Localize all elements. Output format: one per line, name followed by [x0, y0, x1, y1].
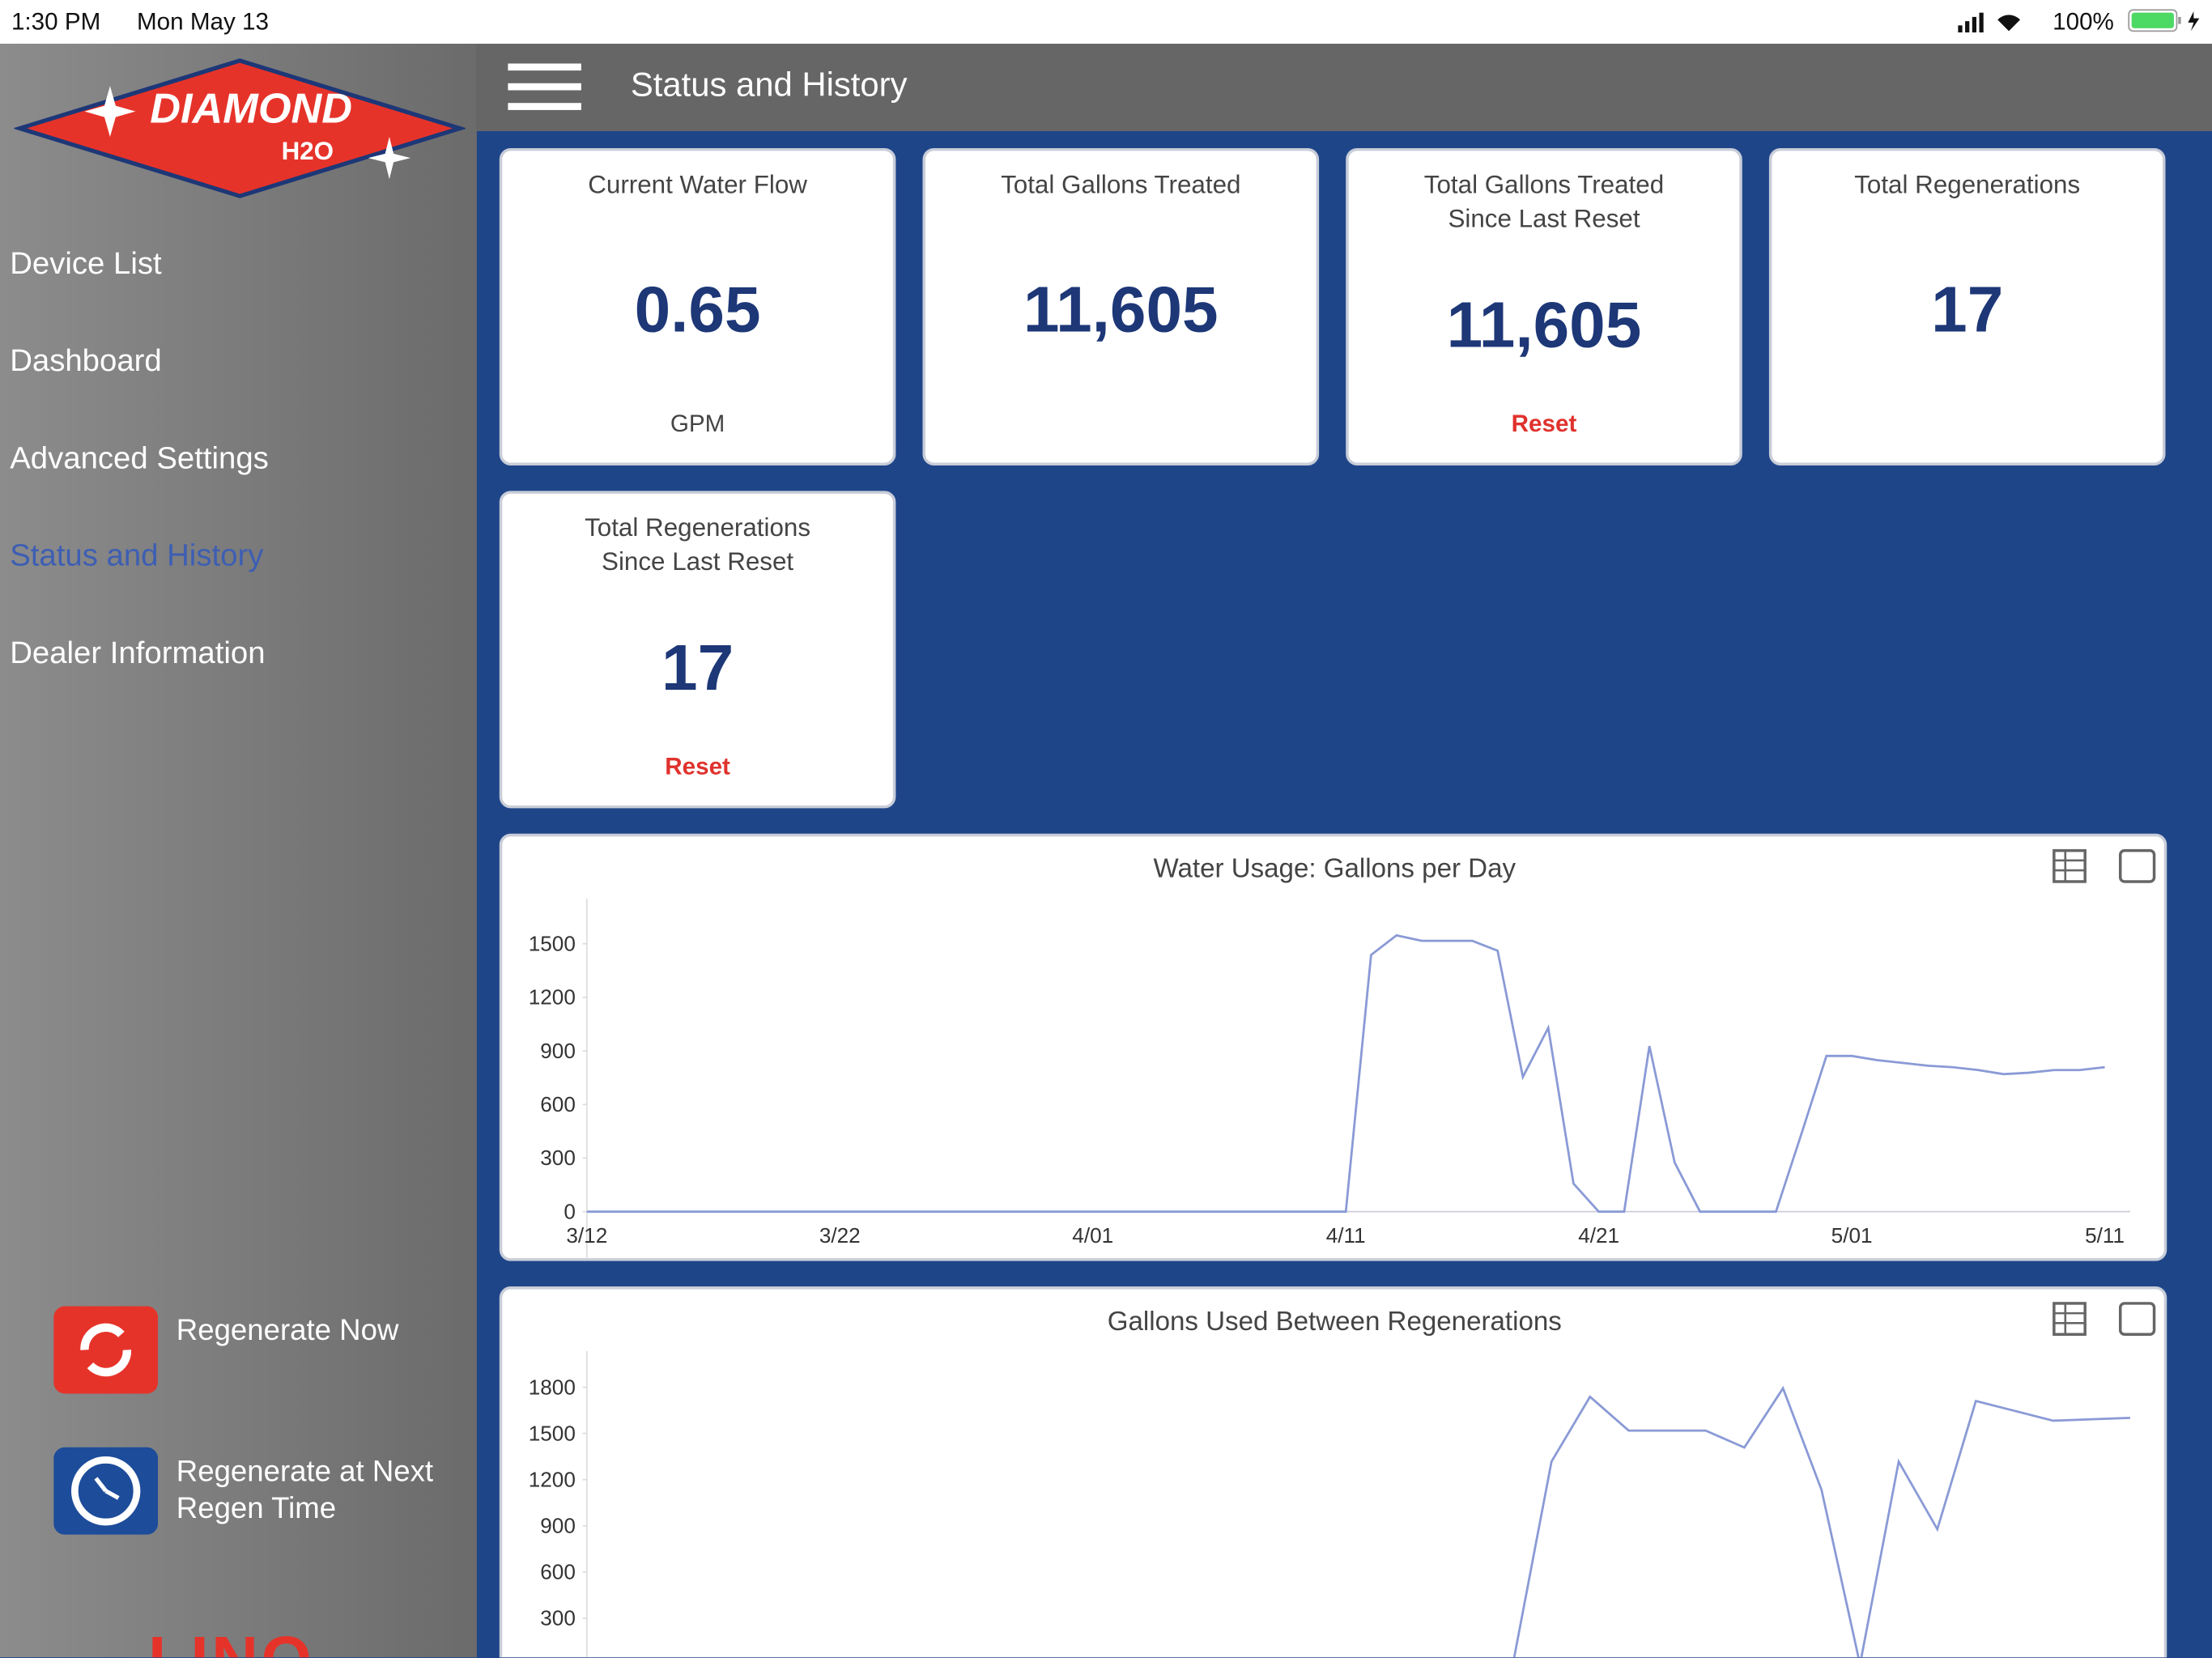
regenerate-now[interactable]: Regenerate Now	[176, 1314, 399, 1347]
logo[interactable]: DIAMOND H2O	[14, 55, 466, 199]
y-tick-label: 900	[540, 1513, 576, 1537]
card: Total Gallons Treated Since Last Reset 1…	[1346, 147, 1742, 466]
chart: Water Usage: Gallons per Day 0 300 600 900 12…	[529, 848, 2156, 1259]
card-value: 17	[661, 630, 734, 704]
x-tick-label: 4/11	[1326, 1223, 1366, 1248]
menu-item[interactable]: Advanced Settings	[10, 440, 269, 476]
chart-card: Gallons Used Between Regenerations 300 600…	[499, 1286, 2167, 1658]
x-tick-label: 4/01	[1072, 1223, 1113, 1248]
csv-icon[interactable]	[2119, 1302, 2156, 1337]
reset-button[interactable]: Reset	[1511, 410, 1577, 438]
status-bar: 1:30 PM Mon May 13 100%	[0, 0, 2212, 45]
y-tick-label: 300	[540, 1146, 576, 1170]
y-tick-label: 1800	[529, 1375, 576, 1399]
y-tick-label: 1500	[529, 1421, 576, 1445]
chart-card: Water Usage: Gallons per Day 0 300 600 900 12…	[499, 833, 2167, 1261]
battery-icon	[2128, 9, 2200, 32]
card-value: 11,605	[1023, 272, 1219, 346]
chart-title: Water Usage: Gallons per Day	[1153, 854, 1516, 884]
csv-icon[interactable]	[2119, 848, 2156, 883]
y-tick-label: 600	[540, 1092, 576, 1116]
chart: Gallons Used Between Regenerations 300 600…	[529, 1302, 2156, 1658]
card: Total Gallons Treated 11,605	[922, 147, 1320, 466]
regenerate-later[interactable]: Regenerate at Next Regen Time	[176, 1456, 434, 1525]
y-tick-label: 0	[564, 1199, 576, 1223]
y-tick-label: 300	[540, 1606, 576, 1630]
menu-button[interactable]	[508, 63, 584, 111]
page-title: Status and History	[630, 66, 908, 104]
data-line	[586, 933, 2105, 1214]
table-icon-lines	[2053, 1303, 2086, 1335]
logo-sub: H2O	[282, 137, 334, 165]
logo-text: DIAMOND	[150, 86, 352, 133]
table-icon[interactable]	[2052, 848, 2087, 883]
x-tick-label: 5/01	[1831, 1223, 1873, 1248]
x-tick-label: 4/21	[1578, 1223, 1619, 1248]
card-title: Total Gallons Treated	[1001, 170, 1241, 199]
card-value: 0.65	[634, 272, 761, 346]
x-tick-label: 3/12	[566, 1223, 607, 1248]
x-tick-label: 3/22	[819, 1223, 861, 1248]
card-title: Total Regenerations Since Last Reset	[585, 513, 811, 576]
chart-title: Gallons Used Between Regenerations	[1108, 1307, 1562, 1337]
regenerate-later-icon[interactable]	[53, 1447, 159, 1535]
battery-text: 100%	[2052, 8, 2114, 36]
signal-icons	[1958, 12, 2021, 33]
card: Current Water Flow 0.65 GPM	[499, 147, 896, 466]
regenerate-now-icon[interactable]	[53, 1306, 159, 1394]
header: Status and History	[476, 44, 2212, 132]
card-value: 11,605	[1446, 287, 1642, 362]
data-line	[1512, 1385, 2130, 1658]
card-value: 17	[1931, 272, 2004, 346]
card-title: Total Gallons Treated Since Last Reset	[1423, 170, 1665, 233]
card: Total Regenerations Since Last Reset 17 …	[499, 491, 896, 809]
x-tick-label: 5/11	[2085, 1223, 2125, 1248]
menu-item-active[interactable]: Status and History	[10, 537, 264, 573]
menu-item[interactable]: Device List	[10, 245, 162, 281]
y-tick-label: 1500	[529, 931, 576, 955]
sidebar: DIAMOND H2O Device List Dashboard Advanc…	[0, 44, 477, 1658]
y-tick-label: 900	[540, 1039, 576, 1063]
y-tick-label: 600	[540, 1560, 576, 1584]
menu-item[interactable]: Dashboard	[10, 342, 162, 378]
y-tick-label: 1200	[529, 1467, 576, 1491]
card-title: Current Water Flow	[588, 170, 807, 199]
y-tick-label: 1200	[529, 985, 576, 1010]
card: Total Regenerations 17	[1768, 147, 2166, 466]
table-icon[interactable]	[2052, 1302, 2087, 1337]
time: 1:30 PM	[11, 8, 101, 36]
card-unit: GPM	[670, 410, 725, 438]
table-icon-lines	[2053, 850, 2086, 882]
brand: LINQ	[148, 1621, 314, 1658]
date: Mon May 13	[137, 8, 269, 36]
menu-item[interactable]: Dealer Information	[10, 635, 266, 670]
card-title: Total Regenerations	[1854, 170, 2081, 199]
reset-button[interactable]: Reset	[665, 753, 730, 780]
